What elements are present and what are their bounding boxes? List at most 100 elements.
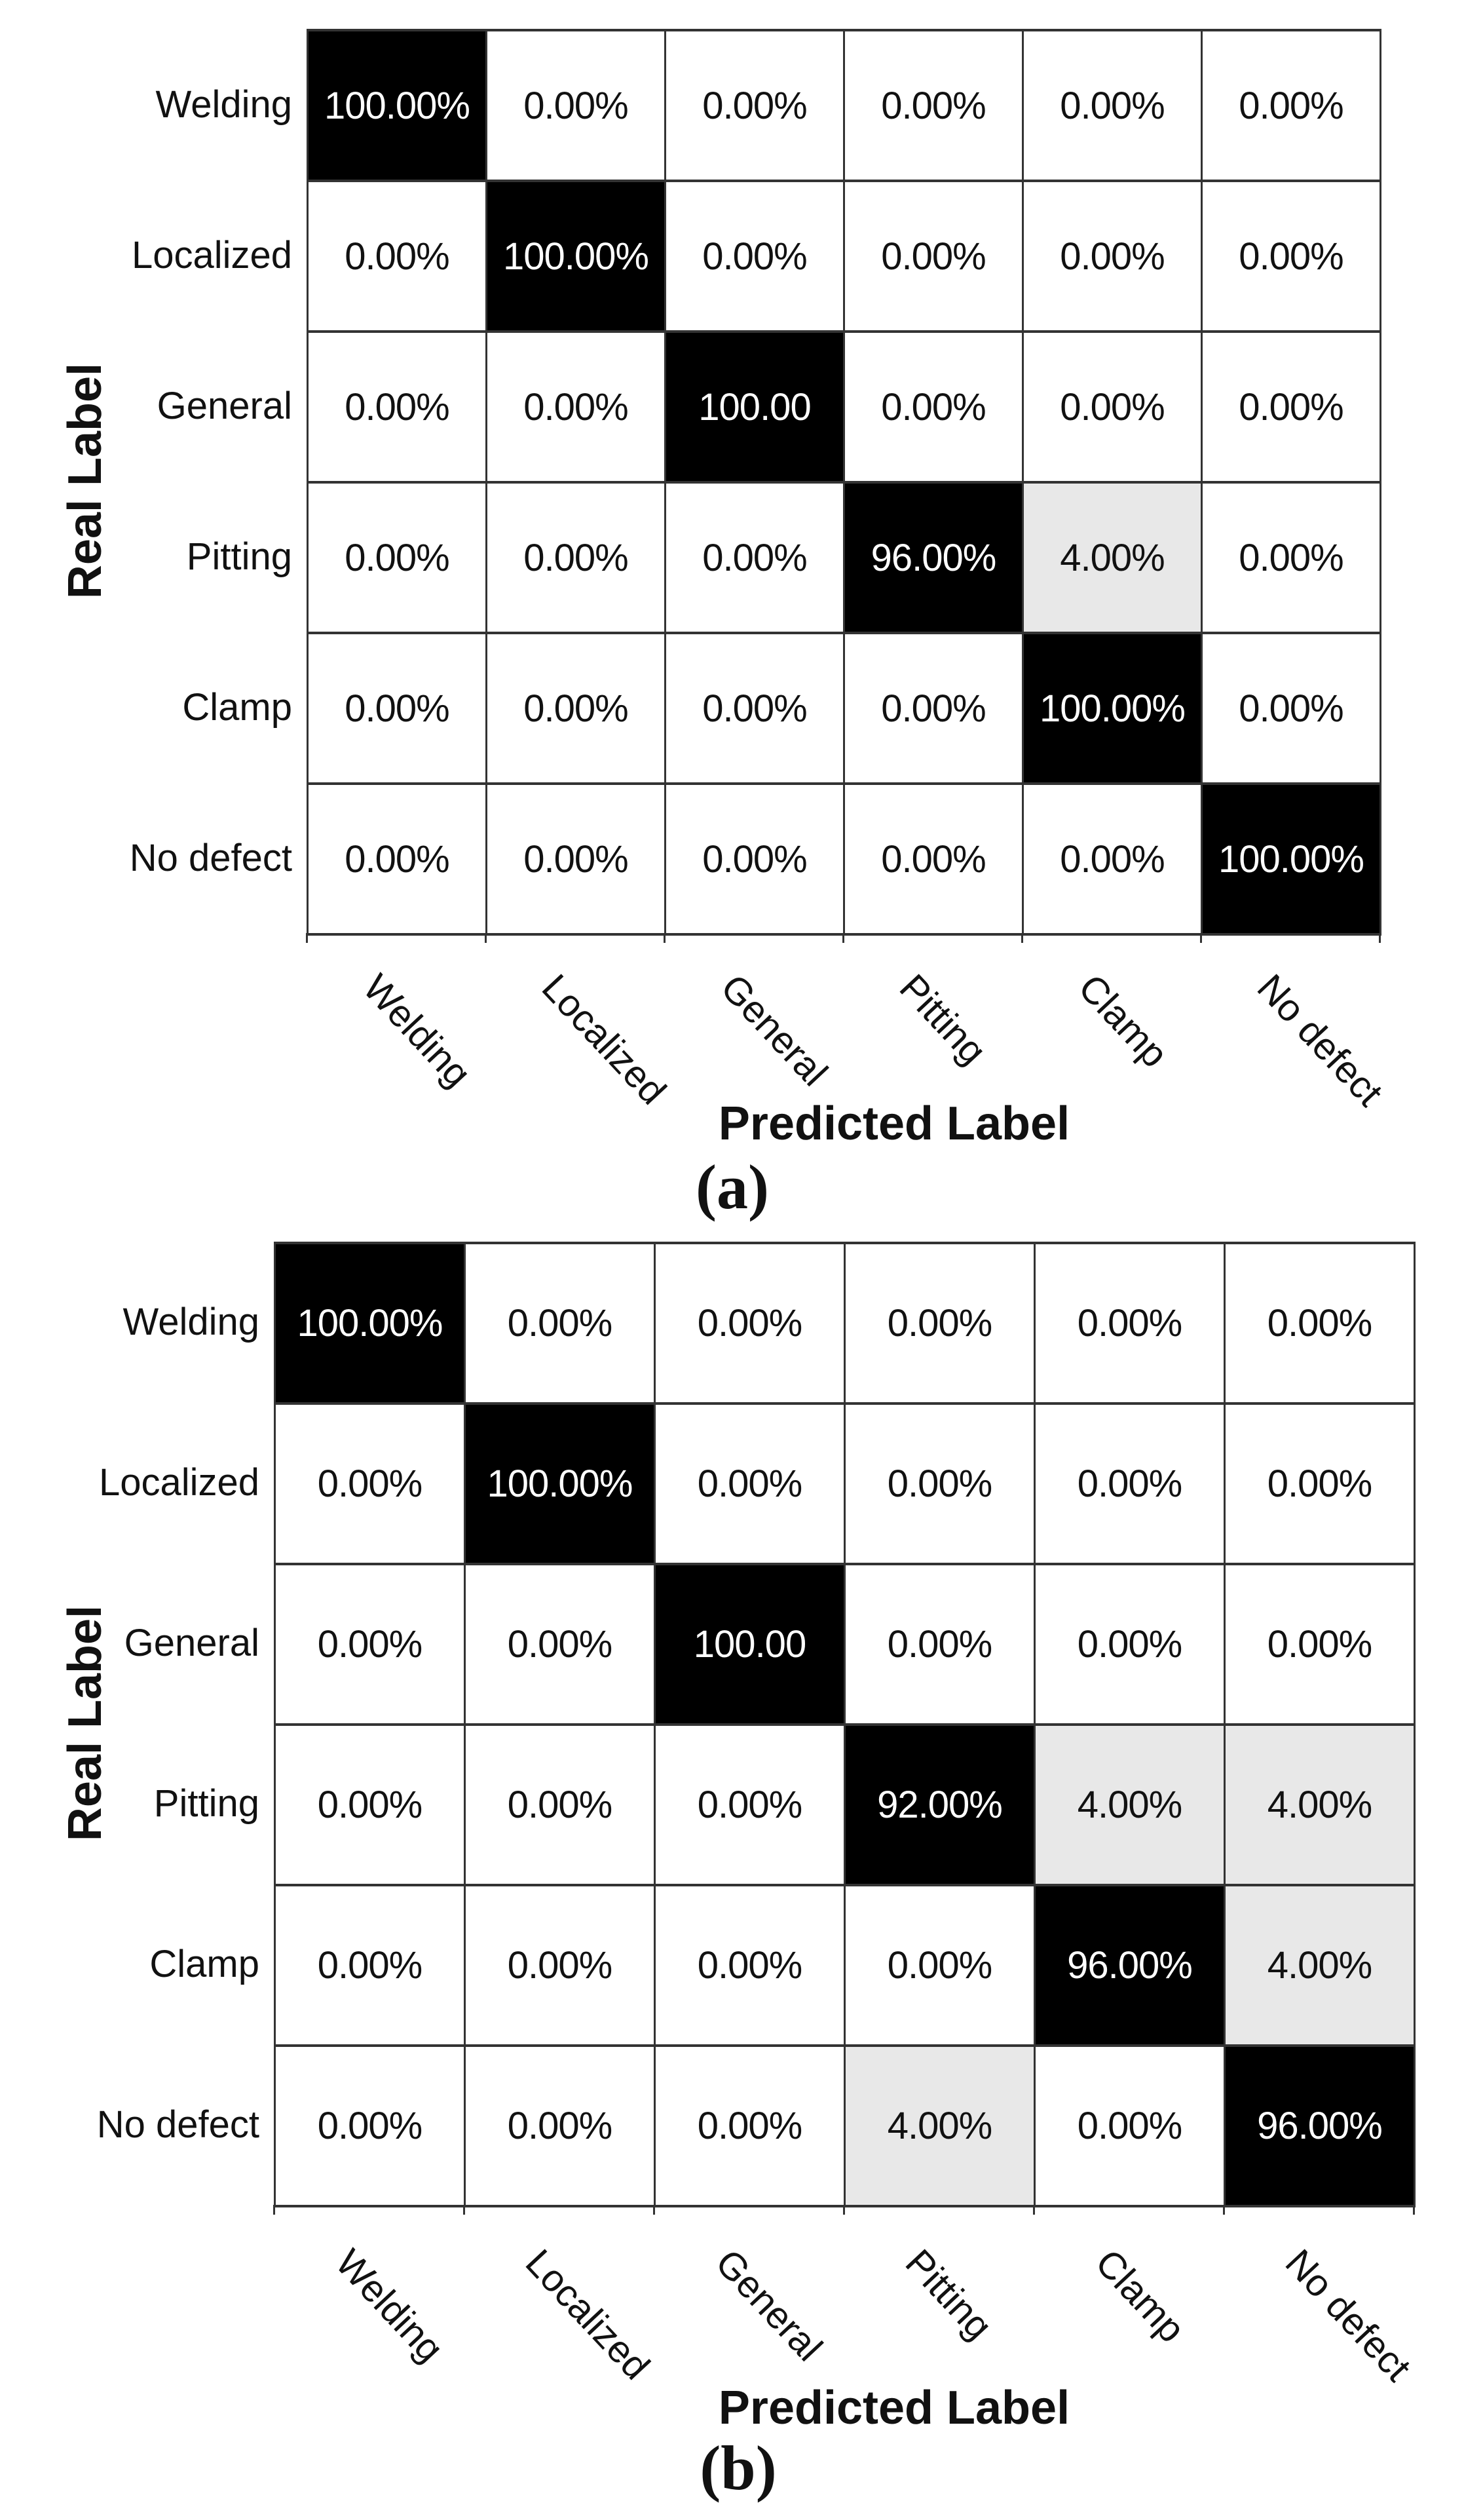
row-label: General [157,384,292,427]
matrix-cell: 0.00% [656,2047,846,2207]
matrix-cell: 0.00% [309,785,487,936]
matrix-cell: 0.00% [656,1726,846,1886]
matrix-cell: 4.00% [1226,1886,1416,2047]
row-label: No defect [129,836,292,879]
col-label: Clamp [1070,966,1176,1076]
matrix-cell: 0.00% [845,182,1024,333]
matrix-cell: 0.00% [1036,2047,1226,2207]
matrix-cell: 0.00% [309,182,487,333]
axis-tick [273,2205,275,2215]
matrix-cell: 0.00% [845,634,1024,785]
matrix-cell: 0.00% [1024,31,1203,182]
matrix-cell: 0.00% [1203,484,1381,634]
matrix-cell: 0.00% [276,1726,466,1886]
matrix-cell: 100.00% [1024,634,1203,785]
matrix-cell: 0.00% [656,1244,846,1405]
row-label: Clamp [182,685,292,729]
matrix-cell: 0.00% [1203,31,1381,182]
matrix-cell: 0.00% [466,2047,656,2207]
y-axis-title-box-a: Real Label [29,29,141,933]
matrix-cell: 0.00% [845,785,1024,936]
matrix-cell: 0.00% [1203,333,1381,484]
axis-tick [843,2205,845,2215]
matrix-cell: 4.00% [846,2047,1036,2207]
matrix-cell: 100.00% [466,1405,656,1565]
col-label: General [712,966,836,1094]
matrix-cell: 0.00% [846,1405,1036,1565]
matrix-cell: 0.00% [846,1565,1036,1726]
matrix-cell: 0.00% [666,785,845,936]
row-label: Pitting [186,535,292,578]
axis-tick [842,933,844,943]
matrix-cell: 0.00% [466,1565,656,1726]
x-axis-title: Predicted Label [718,2382,1070,2434]
axis-tick [1200,933,1202,943]
matrix-cell: 0.00% [466,1244,656,1405]
col-label: No defect [1248,966,1391,1115]
axis-tick [1223,2205,1225,2215]
axis-tick [1033,2205,1035,2215]
panel-caption-a: (a) [696,1152,769,1222]
col-label: Welding [354,966,479,1096]
matrix-cell: 100.00% [309,31,487,182]
matrix-cell: 100.00% [487,182,666,333]
matrix-grid-a: 100.00% 0.00% 0.00% 0.00% 0.00% 0.00% 0.00% 100… [307,29,1381,936]
matrix-cell: 92.00% [846,1726,1036,1886]
matrix-cell: 0.00% [1203,182,1381,333]
matrix-cell: 0.00% [1036,1565,1226,1726]
matrix-cell: 0.00% [487,785,666,936]
axis-tick [1413,2205,1415,2215]
matrix-cell: 0.00% [656,1405,846,1565]
matrix-cell: 96.00% [1036,1886,1226,2047]
axis-tick [1379,933,1381,943]
matrix-cell: 0.00% [845,333,1024,484]
matrix-cell: 0.00% [666,634,845,785]
row-label: Clamp [149,1943,259,1985]
matrix-cell: 0.00% [466,1886,656,2047]
y-axis-title: Real Label [59,1605,112,1842]
matrix-cell: 0.00% [487,634,666,785]
matrix-cell: 0.00% [666,31,845,182]
y-axis-title: Real Label [59,362,112,600]
matrix-cell: 4.00% [1226,1726,1416,1886]
matrix-cell: 0.00% [487,31,666,182]
matrix-cell: 0.00% [276,1565,466,1726]
matrix-cell: 0.00% [276,1886,466,2047]
matrix-grid-b: 100.00% 0.00% 0.00% 0.00% 0.00% 0.00% 0.00% 100… [274,1242,1416,2207]
x-axis-title: Predicted Label [718,1098,1070,1150]
col-label: Pitting [891,966,994,1073]
col-label: Localized [517,2241,658,2388]
row-label: Localized [131,233,292,277]
matrix-cell: 0.00% [487,333,666,484]
matrix-cell: 0.00% [845,31,1024,182]
matrix-cell: 0.00% [276,1405,466,1565]
matrix-cell: 4.00% [1024,484,1203,634]
matrix-cell: 0.00% [846,1244,1036,1405]
matrix-cell: 0.00% [656,1886,846,2047]
row-label: General [124,1622,259,1664]
matrix-cell: 100.00 [666,333,845,484]
matrix-cell: 0.00% [1024,785,1203,936]
axis-tick [485,933,487,943]
matrix-cell: 100.00% [1203,785,1381,936]
matrix-cell: 0.00% [487,484,666,634]
matrix-cell: 0.00% [1024,182,1203,333]
row-label: Welding [155,83,293,126]
axis-tick [664,933,666,943]
matrix-cell: 0.00% [1226,1565,1416,1726]
panel-caption-b: (b) [700,2433,777,2503]
matrix-cell: 0.00% [309,634,487,785]
row-label: Pitting [153,1782,259,1825]
matrix-cell: 0.00% [276,2047,466,2207]
matrix-cell: 0.00% [846,1886,1036,2047]
col-label: No defect [1277,2241,1419,2390]
row-label: Welding [122,1301,260,1343]
matrix-cell: 100.00 [656,1565,846,1726]
axis-tick [306,933,308,943]
col-label: General [707,2241,831,2369]
matrix-cell: 100.00% [276,1244,466,1405]
matrix-cell: 0.00% [1226,1244,1416,1405]
matrix-cell: 0.00% [666,484,845,634]
matrix-cell: 0.00% [309,333,487,484]
row-label: Localized [98,1461,259,1504]
